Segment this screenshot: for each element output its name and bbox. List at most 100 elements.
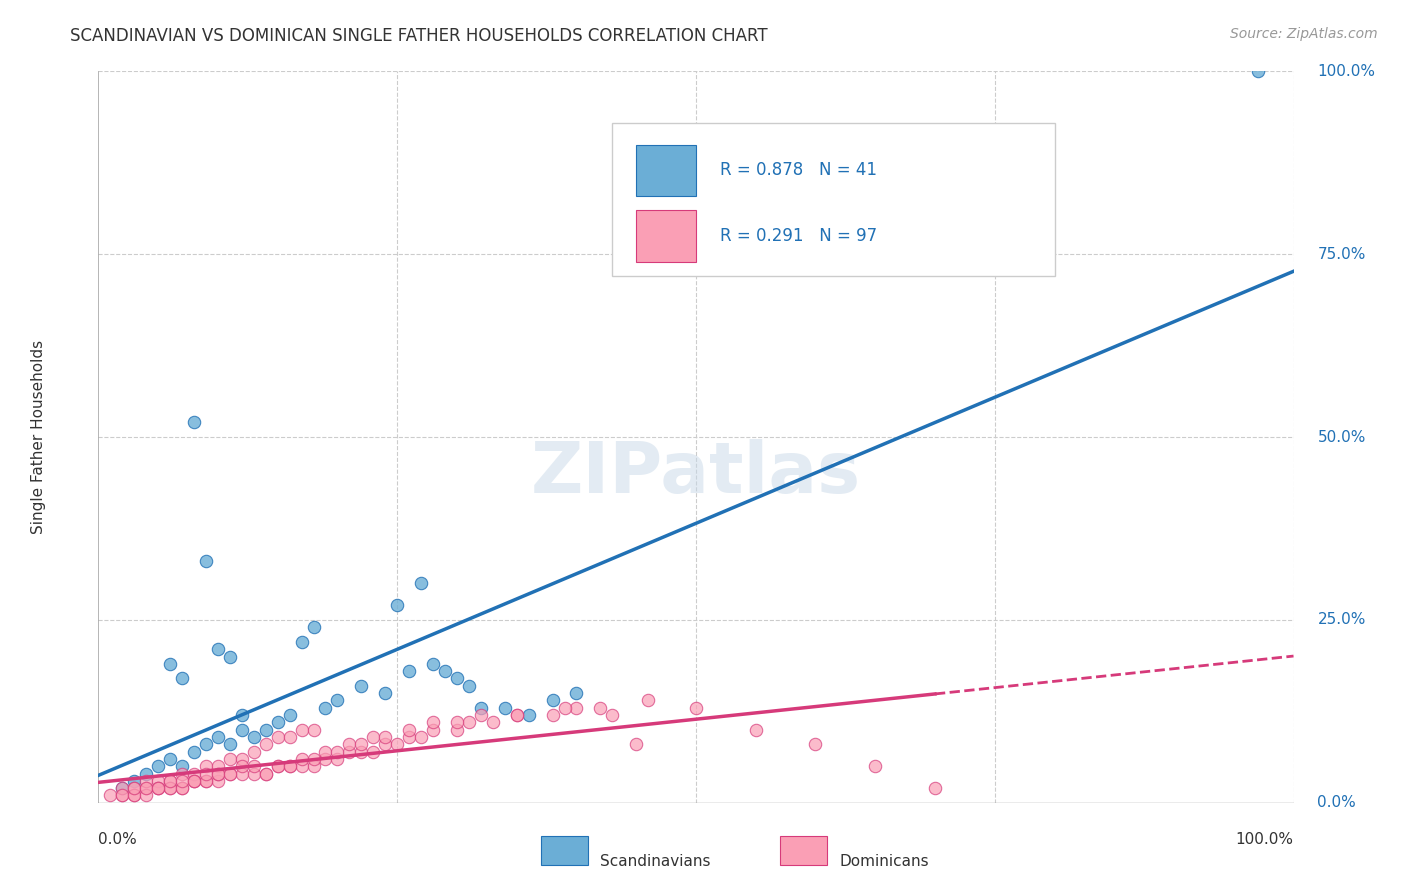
Point [350, 745, 373, 759]
Point [231, 766, 253, 780]
Point [135, 773, 157, 788]
Point [159, 752, 181, 766]
Point [148, 781, 170, 796]
Point [290, 759, 312, 773]
Point [124, 781, 146, 796]
FancyBboxPatch shape [636, 145, 696, 195]
Point [172, 773, 194, 788]
Point [207, 766, 229, 780]
Point [470, 708, 492, 723]
Point [637, 693, 659, 707]
Point [124, 781, 146, 796]
Text: SCANDINAVIAN VS DOMINICAN SINGLE FATHER HOUSEHOLDS CORRELATION CHART: SCANDINAVIAN VS DOMINICAN SINGLE FATHER … [70, 27, 768, 45]
Point [363, 730, 385, 744]
Point [863, 759, 886, 773]
Point [194, 773, 217, 788]
Point [183, 745, 205, 759]
Point [254, 737, 277, 751]
Point [111, 789, 134, 803]
Point [135, 766, 157, 780]
Point [207, 766, 229, 780]
Point [124, 773, 146, 788]
Point [111, 789, 134, 803]
Point [231, 723, 253, 737]
Point [231, 752, 253, 766]
Point [231, 759, 253, 773]
Text: Single Father Households: Single Father Households [31, 340, 46, 534]
Point [172, 759, 194, 773]
Text: 0.0%: 0.0% [1317, 796, 1357, 810]
Point [243, 766, 266, 780]
Point [494, 700, 516, 714]
Point [315, 745, 337, 759]
Text: R = 0.291   N = 97: R = 0.291 N = 97 [720, 227, 877, 245]
Point [337, 745, 360, 759]
Point [219, 649, 242, 664]
Point [183, 766, 205, 780]
Point [422, 715, 444, 730]
Point [231, 708, 253, 723]
Point [267, 715, 290, 730]
Point [267, 759, 290, 773]
Text: 75.0%: 75.0% [1317, 247, 1365, 261]
Point [326, 752, 349, 766]
Point [267, 730, 290, 744]
Point [159, 781, 181, 796]
Point [183, 773, 205, 788]
Point [148, 759, 170, 773]
Point [159, 773, 181, 788]
Point [135, 781, 157, 796]
Point [254, 766, 277, 780]
Point [148, 773, 170, 788]
Point [98, 789, 122, 803]
Point [554, 700, 576, 714]
FancyBboxPatch shape [540, 836, 588, 865]
Point [804, 737, 827, 751]
Point [124, 789, 146, 803]
Point [124, 789, 146, 803]
Point [446, 723, 468, 737]
Point [924, 781, 946, 796]
Point [159, 657, 181, 671]
Point [458, 679, 481, 693]
Point [350, 737, 373, 751]
Point [278, 708, 301, 723]
Point [194, 773, 217, 788]
Point [254, 723, 277, 737]
Point [254, 766, 277, 780]
Point [541, 708, 564, 723]
Point [278, 759, 301, 773]
Text: Source: ZipAtlas.com: Source: ZipAtlas.com [1230, 27, 1378, 41]
Point [398, 723, 420, 737]
Point [194, 759, 217, 773]
Point [398, 664, 420, 678]
Point [183, 773, 205, 788]
Point [219, 737, 242, 751]
Point [374, 730, 396, 744]
Point [148, 781, 170, 796]
Point [290, 723, 312, 737]
Point [315, 752, 337, 766]
Text: 0.0%: 0.0% [98, 832, 138, 847]
Point [517, 708, 540, 723]
Point [589, 700, 612, 714]
Point [422, 723, 444, 737]
Point [172, 672, 194, 686]
Point [135, 781, 157, 796]
Point [446, 715, 468, 730]
Point [219, 752, 242, 766]
Point [398, 730, 420, 744]
Point [541, 693, 564, 707]
Point [481, 715, 505, 730]
Point [565, 686, 588, 700]
Text: 25.0%: 25.0% [1317, 613, 1365, 627]
FancyBboxPatch shape [612, 122, 1054, 277]
Point [385, 737, 409, 751]
Point [159, 773, 181, 788]
Point [194, 766, 217, 780]
Point [1246, 64, 1268, 78]
Point [172, 766, 194, 780]
Point [565, 700, 588, 714]
Point [506, 708, 529, 723]
Point [172, 781, 194, 796]
